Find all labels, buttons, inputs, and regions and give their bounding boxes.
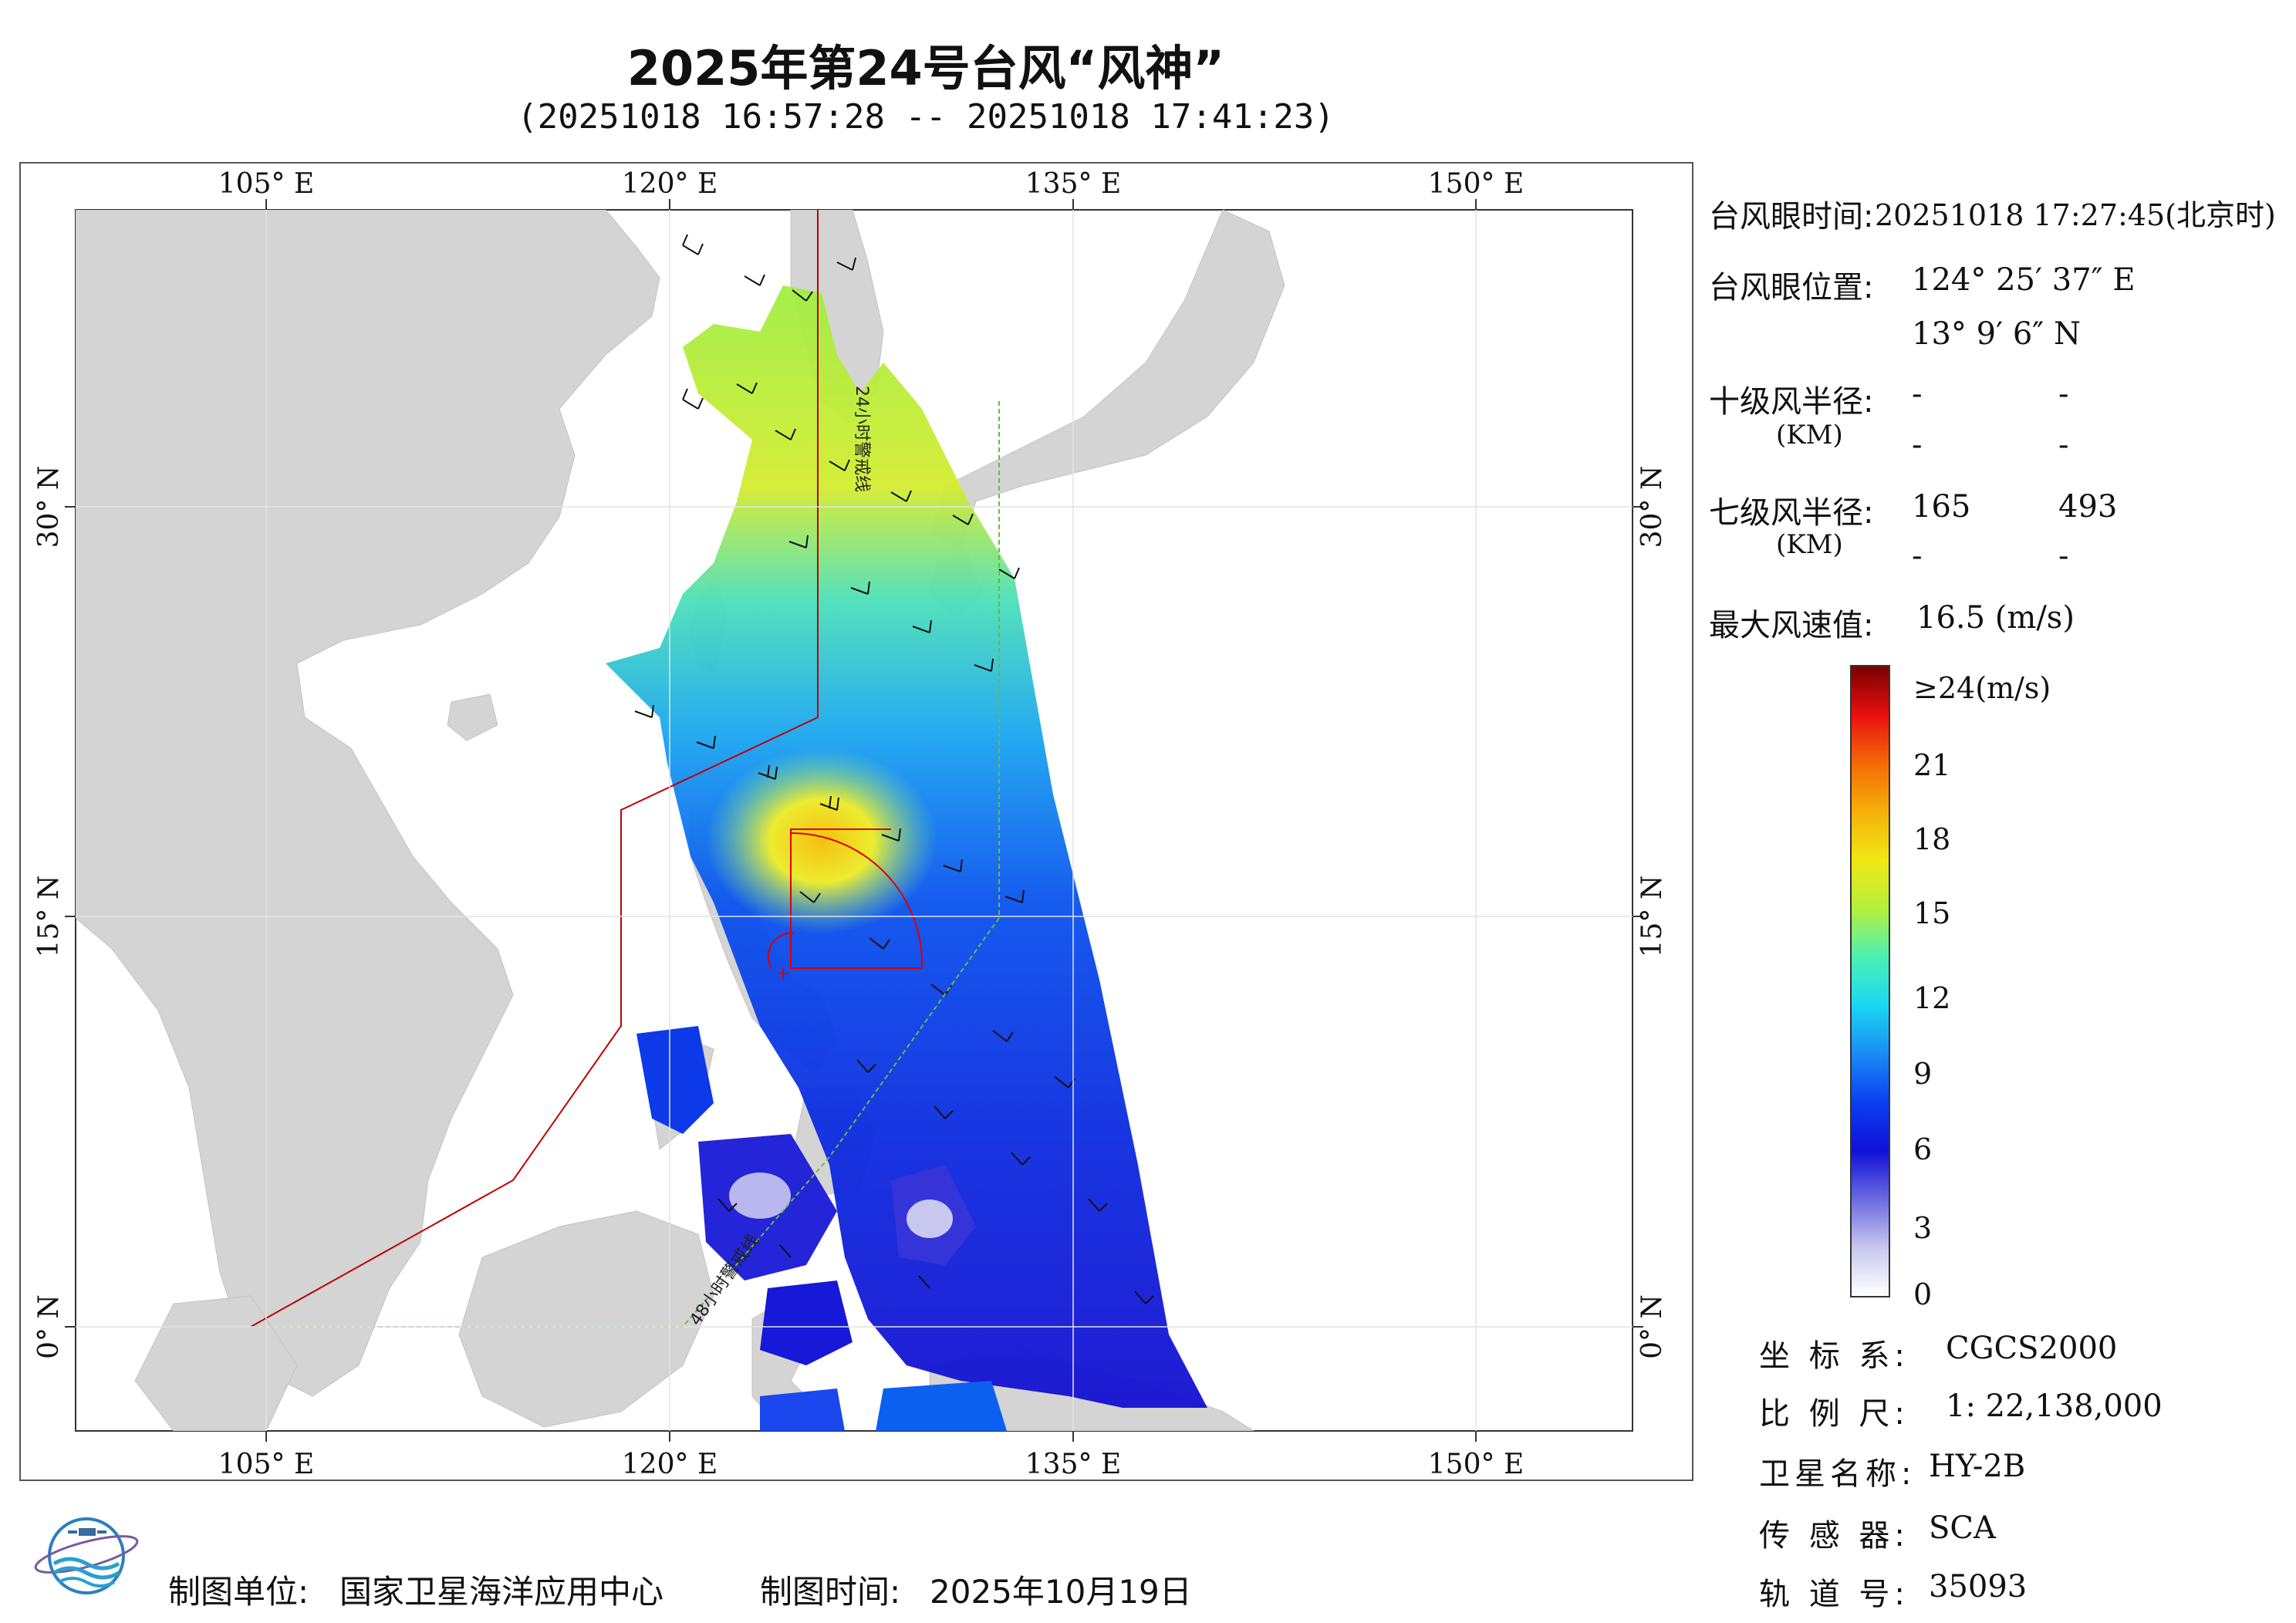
date-label: 制图时间: <box>760 1573 901 1611</box>
lon-label-bottom: 120° E <box>622 1449 718 1480</box>
graticule <box>76 210 1633 1431</box>
r10-value: - <box>1912 427 1923 463</box>
warning-line-48h <box>251 401 1000 1328</box>
wind-swath <box>606 285 1207 1431</box>
r7-value: - <box>2058 538 2069 574</box>
colorbar-label: 12 <box>1913 981 1951 1015</box>
warning-label-24h: 24小时警戒线 <box>852 386 871 492</box>
colorbar-label: 21 <box>1913 748 1951 782</box>
lat-label-right: 0° N <box>1636 1294 1668 1359</box>
nsoas-logo-icon <box>34 1517 139 1594</box>
sensor-value: SCA <box>1929 1510 1996 1546</box>
satellite-label: 卫星名称: <box>1759 1456 1916 1492</box>
r10-label: 十级风半径: <box>1709 384 1874 420</box>
r7-value: 493 <box>2058 489 2118 525</box>
r7-value: 165 <box>1912 489 1971 525</box>
map-title: 2025年第24号台风“风神” <box>626 40 1225 96</box>
colorbar-label: 18 <box>1913 822 1951 856</box>
colorbar <box>1850 665 1890 1297</box>
satellite-value: HY-2B <box>1929 1449 2026 1484</box>
r10-unit: (KM) <box>1776 420 1843 450</box>
r7-label: 七级风半径: <box>1709 495 1874 531</box>
lon-label-top: 120° E <box>622 168 718 200</box>
eye-longitude: 124° 25′ 37″ E <box>1912 262 2136 298</box>
scale-value: 1: 22,138,000 <box>1946 1388 2163 1424</box>
eye-position-label: 台风眼位置: <box>1709 270 1874 305</box>
r10-value: - <box>1912 376 1923 412</box>
lon-label-bottom: 135° E <box>1025 1449 1121 1480</box>
colorbar-label: 3 <box>1913 1211 1933 1245</box>
wind-barbs <box>634 234 1154 1304</box>
observation-time-range: (20251018 16:57:28 -- 20251018 17:41:23) <box>517 97 1335 137</box>
lat-label-left: 0° N <box>33 1294 65 1359</box>
max-wind-value: 16.5 (m/s) <box>1916 600 2075 636</box>
colorbar-label: ≥24(m/s) <box>1913 671 2051 705</box>
colorbar-label: 0 <box>1913 1277 1933 1311</box>
r7-unit: (KM) <box>1776 529 1843 560</box>
crs-label: 坐 标 系: <box>1759 1338 1909 1374</box>
eye-time-label: 台风眼时间: <box>1709 199 1874 235</box>
lon-label-top: 135° E <box>1025 168 1121 200</box>
colorbar-label: 15 <box>1913 896 1951 930</box>
producer-label: 制图单位: <box>168 1573 309 1611</box>
wind-field-map: 24小时警戒线 48小时警戒线 105° E 120° E 135° E 150… <box>33 168 1668 1480</box>
map-frame <box>19 162 1693 1481</box>
lon-label-top: 105° E <box>218 168 314 200</box>
sensor-label: 传 感 器: <box>1759 1518 1909 1554</box>
lat-label-left: 15° N <box>33 876 65 958</box>
lat-label-right: 30° N <box>1636 466 1668 548</box>
orbit-label: 轨 道 号: <box>1759 1577 1909 1612</box>
crs-value: CGCS2000 <box>1946 1331 2118 1366</box>
eye-latitude: 13° 9′ 6″ N <box>1912 316 2081 352</box>
orbit-value: 35093 <box>1929 1569 2028 1604</box>
max-wind-label: 最大风速值: <box>1709 608 1874 643</box>
eye-time-value: 20251018 17:27:45(北京时) <box>1875 198 2276 232</box>
lon-label-bottom: 105° E <box>218 1449 314 1480</box>
date-value: 2025年10月19日 <box>930 1573 1192 1611</box>
producer-value: 国家卫星海洋应用中心 <box>339 1573 664 1611</box>
scale-label: 比 例 尺: <box>1759 1396 1909 1432</box>
r10-value: - <box>2058 427 2069 463</box>
r10-value: - <box>2058 376 2069 412</box>
lon-label-top: 150° E <box>1428 168 1524 200</box>
warning-line-24h <box>250 210 819 1328</box>
r7-value: - <box>1912 538 1923 574</box>
lon-label-bottom: 150° E <box>1428 1449 1524 1480</box>
typhoon-radius-box <box>767 828 923 980</box>
lat-label-right: 15° N <box>1636 876 1668 958</box>
colorbar-label: 9 <box>1913 1057 1933 1091</box>
axis-ticks <box>65 199 1643 1442</box>
colorbar-label: 6 <box>1913 1132 1933 1166</box>
lat-label-left: 30° N <box>33 466 65 548</box>
